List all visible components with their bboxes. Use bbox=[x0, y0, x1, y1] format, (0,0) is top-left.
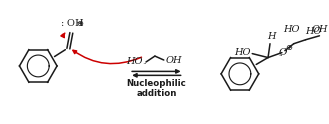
Text: ··: ·· bbox=[142, 61, 146, 69]
Text: ⊕: ⊕ bbox=[285, 43, 292, 52]
Text: ⊕: ⊕ bbox=[76, 19, 83, 28]
Text: OH: OH bbox=[311, 25, 328, 34]
Text: HO: HO bbox=[127, 57, 143, 65]
Text: Nucleophilic
addition: Nucleophilic addition bbox=[127, 79, 186, 98]
Text: ··: ·· bbox=[279, 53, 283, 59]
Text: H: H bbox=[267, 32, 275, 41]
Text: HO: HO bbox=[306, 27, 322, 36]
Text: O: O bbox=[279, 48, 287, 57]
Text: HO: HO bbox=[284, 25, 300, 34]
Text: OH: OH bbox=[166, 56, 182, 64]
Text: HO: HO bbox=[234, 48, 250, 57]
Text: $\mathregular{:OH}$: $\mathregular{:OH}$ bbox=[59, 17, 84, 28]
